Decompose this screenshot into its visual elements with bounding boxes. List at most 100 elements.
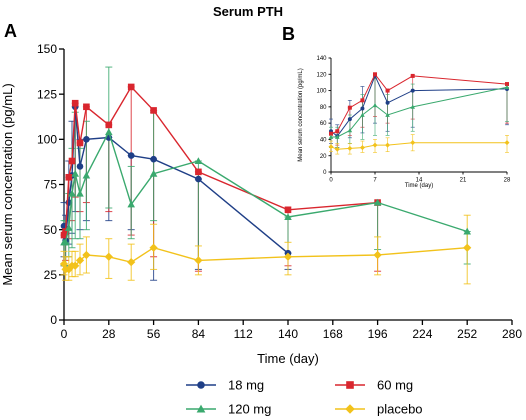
data-point — [410, 140, 416, 146]
data-point — [372, 102, 378, 108]
data-point — [505, 82, 509, 87]
data-point — [62, 228, 69, 235]
data-point — [373, 198, 382, 206]
data-point — [334, 146, 340, 152]
data-point — [65, 224, 73, 231]
data-point — [347, 105, 352, 110]
inset-background — [315, 52, 513, 192]
series-line — [63, 106, 289, 254]
legend-label: 18 mg — [228, 378, 264, 393]
data-point — [347, 117, 352, 122]
legend-marker — [346, 381, 354, 389]
y-tick-label: 140 — [316, 56, 327, 62]
data-point — [410, 88, 415, 93]
legend-label: 60 mg — [377, 378, 413, 393]
data-point — [194, 256, 203, 265]
y-tick-label: 60 — [320, 121, 327, 127]
y-tick-label: 0 — [323, 170, 327, 176]
data-point — [347, 128, 353, 133]
data-point — [60, 231, 68, 239]
data-point — [284, 213, 292, 221]
series-line — [331, 86, 508, 138]
legend-marker — [345, 404, 355, 414]
x-tick-label: 252 — [457, 327, 477, 341]
data-point — [82, 250, 91, 260]
data-point — [335, 129, 340, 134]
data-point — [284, 206, 292, 214]
data-point — [373, 250, 382, 260]
data-point — [127, 83, 135, 91]
data-point — [71, 99, 79, 107]
data-point — [360, 106, 365, 111]
y-axis-label: Mean serum concentration (pg/mL) — [0, 83, 15, 285]
y-tick-label: 50 — [44, 223, 58, 237]
panel-b-label: B — [282, 24, 295, 44]
data-point — [150, 155, 157, 163]
y-tick-label: 150 — [37, 42, 57, 56]
series-line — [64, 130, 468, 244]
panel-a-label: A — [4, 21, 17, 41]
data-point — [83, 136, 90, 143]
data-point — [195, 168, 202, 176]
data-point — [504, 85, 510, 90]
data-point — [149, 169, 158, 177]
x-tick-label: 21 — [460, 178, 467, 184]
data-point — [328, 144, 334, 150]
x-tick-label: 0 — [329, 178, 333, 184]
x-tick-label: 168 — [323, 327, 343, 341]
legend: 18 mg 60 mg 120 mg placebo — [186, 378, 423, 417]
data-point — [463, 227, 471, 235]
data-point — [127, 152, 135, 159]
x-tick-label: 56 — [147, 327, 161, 341]
y-tick-label: 75 — [44, 178, 58, 192]
data-point — [150, 107, 157, 114]
data-point — [76, 163, 84, 170]
data-point — [385, 100, 390, 105]
x-tick-label: 14 — [416, 178, 423, 184]
data-point — [373, 72, 377, 77]
legend-marker — [197, 381, 205, 389]
data-point — [76, 139, 84, 147]
data-point — [149, 243, 158, 252]
series-line — [63, 246, 468, 271]
data-point — [61, 238, 70, 246]
data-point — [334, 134, 340, 139]
data-point — [359, 145, 365, 151]
x-tick-label: 84 — [192, 327, 206, 341]
y-tick-label: 125 — [37, 87, 57, 101]
legend-marker — [196, 404, 206, 413]
series-line — [330, 74, 508, 137]
data-point — [65, 173, 73, 181]
data-point — [105, 121, 113, 129]
data-point — [347, 145, 353, 151]
data-point — [75, 256, 85, 265]
y-tick-label: 20 — [320, 154, 327, 160]
data-point — [105, 128, 113, 136]
x-tick-label: 28 — [102, 327, 116, 341]
data-point — [195, 175, 202, 183]
data-point — [71, 169, 79, 177]
inset-chart: 0 20 40 60 80 100 120 140 0 7 14 21 28 Time (day) Mean… — [298, 56, 511, 189]
x-axis-label: Time (day) — [405, 183, 433, 189]
x-tick-label: 112 — [234, 327, 253, 341]
x-axis-label: Time (day) — [257, 351, 319, 366]
legend-label: placebo — [377, 402, 423, 417]
figure-title: Serum PTH — [213, 4, 283, 19]
data-point — [283, 252, 293, 261]
data-point — [385, 88, 390, 93]
x-tick-label: 28 — [504, 178, 511, 184]
y-tick-label: 100 — [37, 133, 57, 147]
series-line — [330, 73, 508, 135]
data-point — [360, 112, 365, 117]
data-point — [385, 112, 390, 117]
x-tick-label: 280 — [502, 327, 522, 341]
data-point — [463, 243, 472, 252]
data-point — [410, 73, 415, 78]
data-point — [104, 252, 113, 261]
x-tick-label: 224 — [412, 327, 432, 341]
data-point — [68, 157, 76, 165]
y-tick-label: 80 — [320, 105, 327, 111]
y-axis-label: Mean serum concentration (pg/mL) — [298, 68, 304, 161]
